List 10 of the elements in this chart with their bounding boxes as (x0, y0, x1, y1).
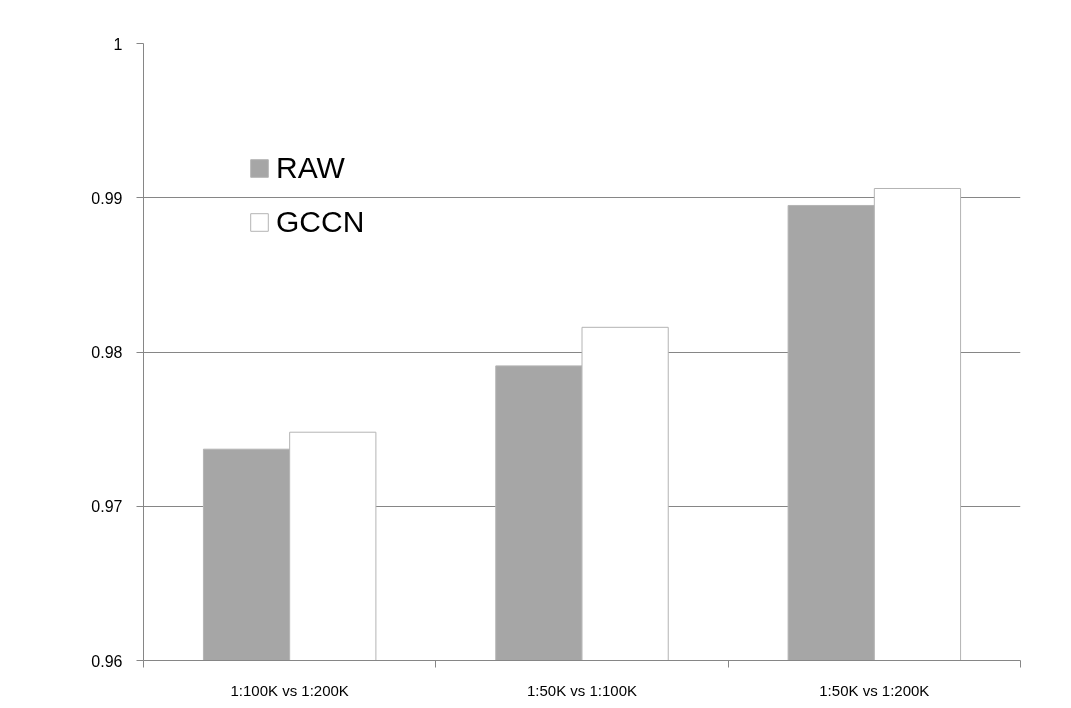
legend-label: RAW (276, 150, 345, 186)
x-tick-label: 1:100K vs 1:200K (230, 681, 349, 699)
legend-label: GCCN (276, 204, 365, 240)
x-tick-label: 1:50K vs 1:200K (819, 681, 930, 699)
y-tick-label: 0.98 (91, 344, 123, 361)
x-tick-label: 1:50K vs 1:100K (526, 681, 638, 699)
y-tick-label: 0.99 (91, 189, 123, 207)
y-tick-label: 0.97 (91, 498, 123, 516)
y-tick-label: 1 (113, 35, 123, 53)
y-tick-label: 0.96 (91, 652, 123, 670)
